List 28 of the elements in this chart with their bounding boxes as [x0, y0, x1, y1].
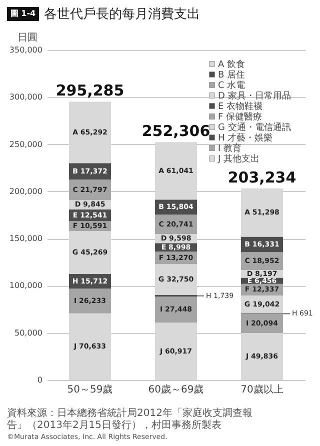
y-tick-label: 0 [37, 376, 42, 384]
source-note: 資料來源：日本總務省統計局2012年「家庭收支調查報告」（2013年2月15日發行），村田事務所製表 [7, 407, 252, 431]
legend-label: D 家具・日常用品 [218, 90, 291, 102]
y-tick-label: 150,000 [9, 234, 42, 244]
y-tick-label: 200,000 [9, 186, 42, 196]
y-tick-label: 100,000 [9, 281, 42, 290]
y-tick-label: 300,000 [9, 92, 42, 102]
y-tick-label: 50,000 [14, 328, 42, 338]
legend-label: B 居住 [218, 70, 246, 80]
legend-label: A 飲食 [218, 59, 246, 70]
x-tick-label: 60歲～69歲 [148, 384, 204, 396]
y-tick-label: 350,000 [9, 46, 42, 54]
x-tick-label: 70歲以上 [240, 384, 284, 396]
x-tick-label: 50～59歲 [67, 384, 113, 396]
y-tick-label: 250,000 [9, 140, 42, 149]
caption: 圖 1-4 [10, 9, 36, 18]
total-label: 203,234 [228, 168, 296, 186]
legend-label: I 教育 [218, 143, 242, 154]
legend-label: H 才藝・娛樂 [218, 132, 273, 144]
legend-label: G 交通・電信通訊 [218, 122, 291, 133]
chart-title: 各世代戶長的每月消費支出 [44, 7, 200, 22]
total-label: 295,285 [56, 82, 124, 100]
legend-label: C 水電 [218, 80, 246, 91]
y-axis-title: 日圓 [18, 32, 38, 44]
legend-label: J 其他支出 [217, 154, 260, 164]
legend-label: E 衣物鞋襪 [218, 101, 263, 112]
legend-label: F 保健醫療 [218, 112, 262, 122]
total-label: 252,306 [142, 122, 210, 140]
